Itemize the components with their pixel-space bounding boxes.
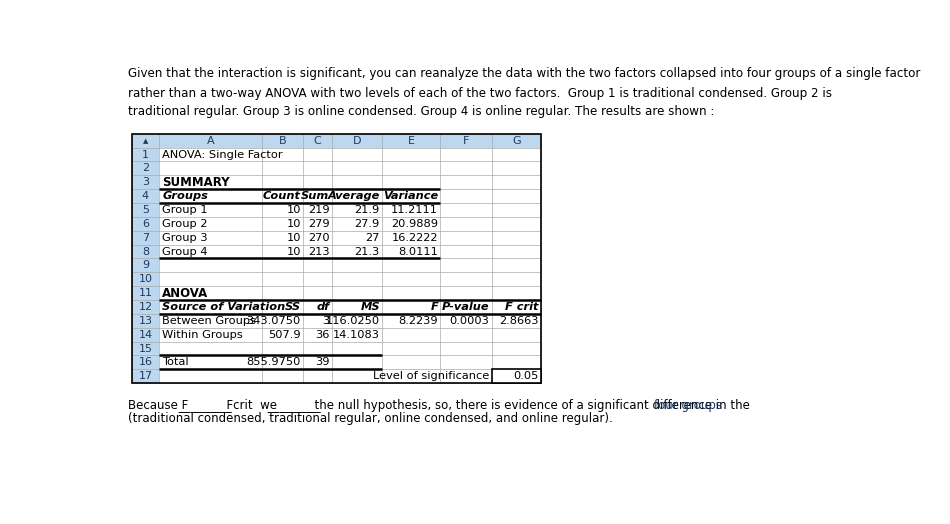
Text: 3: 3 bbox=[322, 316, 330, 326]
Text: 116.0250: 116.0250 bbox=[326, 316, 380, 326]
Text: 343.0750: 343.0750 bbox=[247, 316, 301, 326]
Text: 16: 16 bbox=[139, 357, 153, 367]
Text: 507.9: 507.9 bbox=[268, 330, 301, 340]
Text: Count: Count bbox=[263, 191, 301, 201]
Text: Given that the interaction is significant, you can reanalyze the data with the t: Given that the interaction is significan… bbox=[128, 68, 921, 118]
Text: 270: 270 bbox=[308, 233, 330, 243]
Text: C: C bbox=[314, 136, 321, 146]
Text: G: G bbox=[512, 136, 521, 146]
Text: Because F: Because F bbox=[128, 399, 188, 411]
Text: 10: 10 bbox=[286, 205, 301, 215]
Text: P-value: P-value bbox=[442, 302, 489, 312]
Text: E: E bbox=[408, 136, 415, 146]
Text: ANOVA: Single Factor: ANOVA: Single Factor bbox=[162, 149, 283, 159]
Text: (traditional condensed, traditional regular, online condensed, and online regula: (traditional condensed, traditional regu… bbox=[128, 412, 613, 424]
Text: 0.0003: 0.0003 bbox=[449, 316, 489, 326]
Text: Group 1: Group 1 bbox=[162, 205, 208, 215]
Text: 21.3: 21.3 bbox=[354, 246, 380, 257]
Text: ANOVA: ANOVA bbox=[162, 287, 208, 300]
Text: 17: 17 bbox=[139, 372, 153, 381]
Text: 27: 27 bbox=[366, 233, 380, 243]
Text: 21.9: 21.9 bbox=[354, 205, 380, 215]
Text: A: A bbox=[207, 136, 215, 146]
Text: 7: 7 bbox=[142, 233, 149, 243]
Text: 2.8663: 2.8663 bbox=[500, 316, 539, 326]
Text: 12: 12 bbox=[139, 302, 153, 312]
Text: 36: 36 bbox=[315, 330, 330, 340]
Text: 0.05: 0.05 bbox=[513, 372, 539, 381]
Text: 4: 4 bbox=[142, 191, 149, 201]
Text: 6: 6 bbox=[142, 219, 149, 229]
Bar bbox=[132, 134, 542, 148]
Text: 15: 15 bbox=[139, 344, 153, 354]
Text: ▲: ▲ bbox=[142, 138, 148, 144]
Text: Between Groups: Between Groups bbox=[162, 316, 256, 326]
Text: 2: 2 bbox=[142, 163, 149, 173]
Text: F: F bbox=[463, 136, 469, 146]
Text: 219: 219 bbox=[308, 205, 330, 215]
Text: 8: 8 bbox=[142, 246, 149, 257]
Text: Sum: Sum bbox=[301, 191, 330, 201]
Text: 279: 279 bbox=[308, 219, 330, 229]
Text: 855.9750: 855.9750 bbox=[246, 357, 301, 367]
Text: 13: 13 bbox=[139, 316, 153, 326]
Text: 10: 10 bbox=[139, 274, 153, 284]
Bar bbox=[132, 134, 542, 383]
Text: B: B bbox=[279, 136, 287, 146]
Text: 11: 11 bbox=[139, 288, 153, 298]
Text: Group 3: Group 3 bbox=[162, 233, 208, 243]
Text: Within Groups: Within Groups bbox=[162, 330, 243, 340]
Bar bbox=[132, 134, 159, 383]
Text: Level of significance: Level of significance bbox=[373, 372, 489, 381]
Text: Average: Average bbox=[328, 191, 380, 201]
Text: SS: SS bbox=[285, 302, 301, 312]
Text: 10: 10 bbox=[286, 233, 301, 243]
Text: 39: 39 bbox=[315, 357, 330, 367]
Text: 213: 213 bbox=[308, 246, 330, 257]
Text: Fcrit  we: Fcrit we bbox=[218, 399, 276, 411]
Text: 10: 10 bbox=[286, 219, 301, 229]
Text: 20.9889: 20.9889 bbox=[391, 219, 438, 229]
Text: 8.0111: 8.0111 bbox=[398, 246, 438, 257]
Text: D: D bbox=[352, 136, 361, 146]
Text: MS: MS bbox=[360, 302, 380, 312]
Text: Group 2: Group 2 bbox=[162, 219, 208, 229]
Text: _________: _________ bbox=[263, 399, 320, 411]
Text: df: df bbox=[316, 302, 330, 312]
Text: Total: Total bbox=[162, 357, 189, 367]
Text: the null hypothesis, so, there is evidence of a significant difference in the: the null hypothesis, so, there is eviden… bbox=[308, 399, 754, 411]
Text: SUMMARY: SUMMARY bbox=[162, 176, 230, 189]
Text: _________: _________ bbox=[175, 399, 232, 411]
Text: 9: 9 bbox=[142, 260, 149, 270]
Text: 27.9: 27.9 bbox=[354, 219, 380, 229]
Text: 8.2239: 8.2239 bbox=[398, 316, 438, 326]
Text: 14: 14 bbox=[139, 330, 153, 340]
Text: 10: 10 bbox=[286, 246, 301, 257]
Text: four groups: four groups bbox=[654, 399, 722, 411]
Text: 1: 1 bbox=[142, 149, 149, 159]
Text: Source of Variation: Source of Variation bbox=[162, 302, 285, 312]
Text: 5: 5 bbox=[142, 205, 149, 215]
Text: 16.2222: 16.2222 bbox=[391, 233, 438, 243]
Text: Variance: Variance bbox=[383, 191, 438, 201]
Text: 14.1083: 14.1083 bbox=[332, 330, 380, 340]
Text: 3: 3 bbox=[142, 177, 149, 187]
Text: F crit: F crit bbox=[505, 302, 539, 312]
Text: Groups: Groups bbox=[162, 191, 208, 201]
Text: 11.2111: 11.2111 bbox=[391, 205, 438, 215]
Text: F: F bbox=[430, 302, 438, 312]
Bar bbox=[491, 369, 542, 383]
Text: Group 4: Group 4 bbox=[162, 246, 208, 257]
